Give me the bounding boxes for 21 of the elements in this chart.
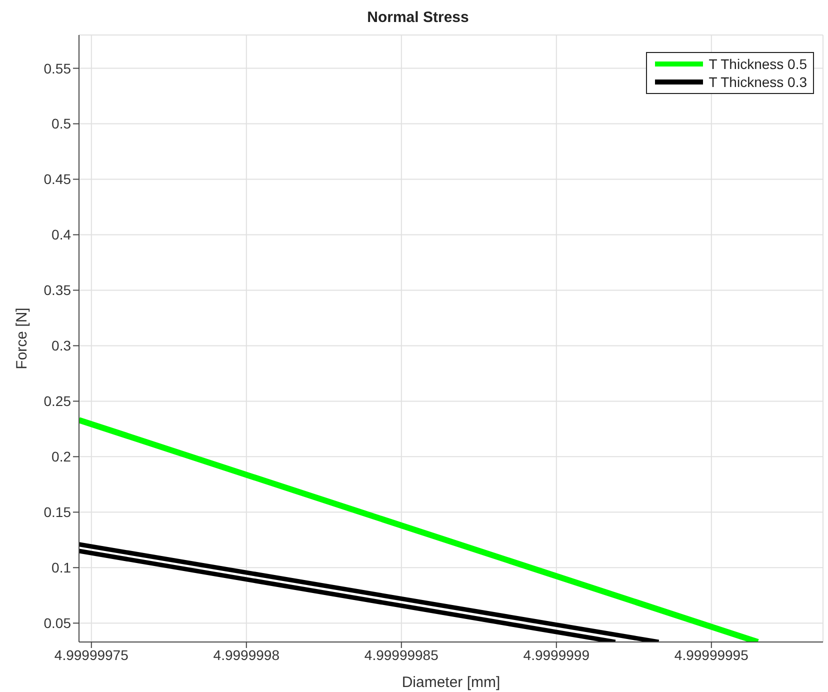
x-axis-title: Diameter [mm] xyxy=(402,674,500,691)
y-tick-label: 0.5 xyxy=(52,116,72,132)
y-tick-label: 0.55 xyxy=(44,60,72,76)
legend-label: T Thickness 0.5 xyxy=(708,55,807,73)
y-axis-title: Force [N] xyxy=(13,308,30,370)
y-tick-label: 0.2 xyxy=(52,448,72,465)
y-tick-label: 0.3 xyxy=(52,338,72,354)
y-tick-label: 0.4 xyxy=(52,226,72,243)
chart-title: Normal Stress xyxy=(366,8,470,28)
x-tick-label: 4.99999975 xyxy=(54,646,129,663)
legend-label: T Thickness 0.3 xyxy=(708,73,807,91)
y-tick-label: 0.35 xyxy=(44,282,72,298)
y-tick-label: 0.25 xyxy=(44,393,72,410)
y-tick-label: 0.1 xyxy=(52,560,72,576)
x-tick-label: 4.9999999 xyxy=(523,646,590,663)
x-tick-label: 4.99999985 xyxy=(364,646,439,663)
y-tick-label: 0.45 xyxy=(44,171,72,188)
y-tick-label: 0.15 xyxy=(44,504,72,520)
x-tick-label: 4.99999995 xyxy=(674,646,749,663)
x-tick-label: 4.9999998 xyxy=(213,646,280,663)
y-tick-label: 0.05 xyxy=(44,615,72,632)
